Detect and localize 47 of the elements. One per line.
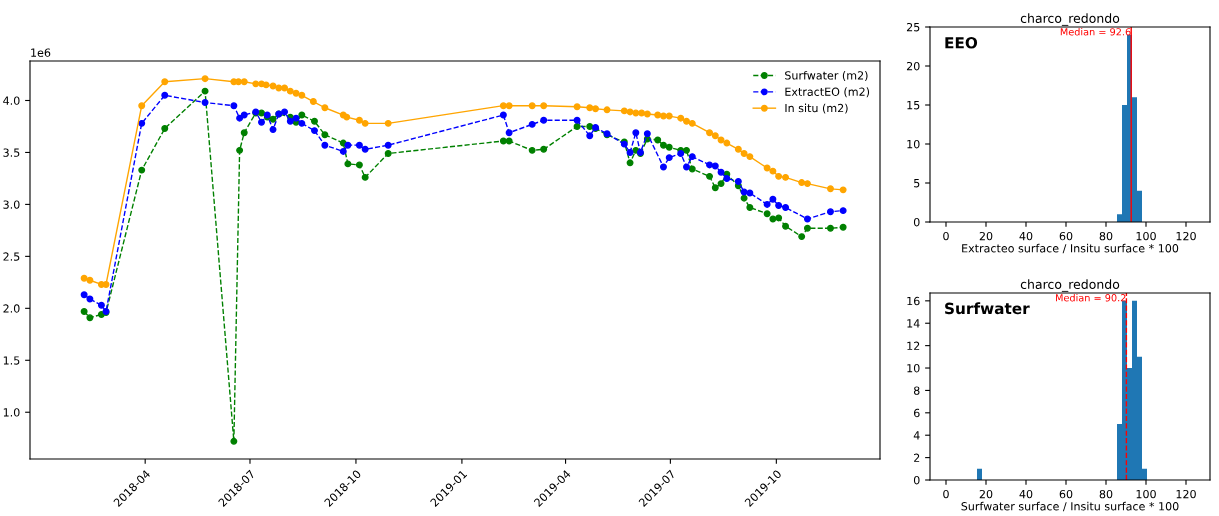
legend-label: In situ (m2) [785,103,848,114]
x-tick-label: 100 [1136,489,1156,499]
ref-line-label: Median = 90.2 [1056,293,1126,302]
legend-label: Surfwater (m2) [785,71,868,81]
y-tick-label: 20 [906,61,920,71]
y-tick-label: 3.5 [3,148,20,157]
y-tick-label: 2.0 [3,304,20,313]
x-tick-label: 120 [1176,231,1196,241]
y-tick-label: 0 [913,217,920,227]
annotation: EEO [945,37,978,49]
x-tick-label: 80 [1099,489,1113,499]
annotation: Surfwater [945,302,1030,315]
y-tick-label: 3.0 [3,200,20,209]
x-tick-label: 60 [1059,489,1073,499]
x-tick-label: 0 [943,231,949,241]
x-tick-label: 40 [1019,231,1033,241]
y-tick-label: 14 [907,319,920,328]
y-tick-label: 6 [913,408,920,418]
y-tick-label: 4 [913,431,920,440]
y-tick-label: 2.5 [3,252,20,261]
chart-title: charco_redondo [1020,13,1120,26]
chart-title: charco_redondo [1020,279,1120,292]
y-tick-label: 4.0 [3,96,20,105]
y-tick-label: 1.5 [3,356,20,365]
x-tick-label: 100 [1136,231,1156,241]
y-tick-label: 8 [913,386,920,395]
x-axis-title: Extracteo surface / Insitu surface * 100 [962,243,1179,254]
y-tick-label: 16 [907,296,920,306]
y-tick-label: 15 [907,101,920,110]
x-tick-label: 60 [1059,231,1073,241]
y-tick-label: 12 [907,341,920,350]
y-tick-label: 10 [907,139,920,149]
ref-line-label: Median = 92.6 [1060,27,1131,36]
y-tick-label: 10 [907,364,920,373]
x-tick-label: 40 [1019,489,1033,499]
y-tick-label: 25 [906,22,920,32]
y-tick-label: 5 [914,179,920,188]
text: 1e6 [31,48,51,57]
y-tick-label: 2 [914,453,920,462]
x-tick-label: 20 [979,231,993,241]
x-axis-title: Surfwater surface / Insitu surface * 100 [961,501,1179,512]
y-tick-label: 1.0 [3,408,20,417]
x-tick-label: 0 [943,489,949,499]
x-tick-label: 20 [979,489,993,499]
x-tick-label: 120 [1176,489,1196,499]
legend-label: ExtractEO (m2) [785,87,870,98]
x-tick-label: 80 [1099,231,1113,241]
